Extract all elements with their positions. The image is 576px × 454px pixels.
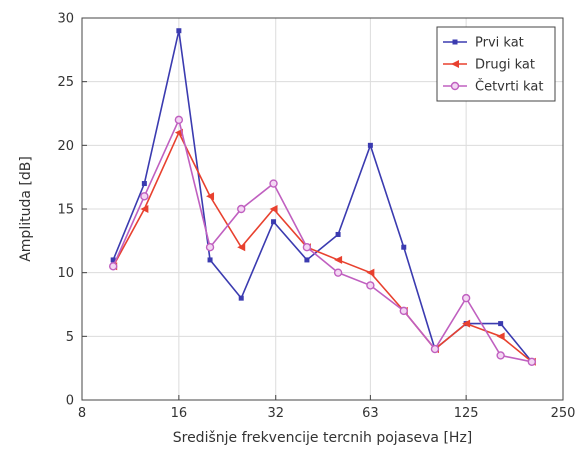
data-point xyxy=(401,244,407,250)
x-tick-label: 16 xyxy=(171,406,188,421)
data-point xyxy=(333,268,343,277)
data-point xyxy=(205,242,215,252)
data-point xyxy=(238,295,244,301)
data-point xyxy=(140,192,149,201)
x-tick-label: 8 xyxy=(78,406,86,421)
data-point xyxy=(176,28,182,34)
data-point xyxy=(271,219,277,225)
x-tick-label: 63 xyxy=(362,406,379,421)
legend-label: Drugi kat xyxy=(475,58,535,73)
data-point xyxy=(367,142,373,148)
data-point xyxy=(237,243,246,252)
data-point xyxy=(269,205,278,213)
y-tick-label: 15 xyxy=(57,203,74,218)
y-tick-label: 5 xyxy=(66,330,74,345)
data-point xyxy=(335,231,341,237)
x-tick-label: 125 xyxy=(454,406,479,421)
legend-marker xyxy=(450,81,460,91)
y-tick-label: 10 xyxy=(57,266,74,281)
data-point xyxy=(206,192,215,201)
legend-item: Drugi kat xyxy=(443,58,535,73)
data-point xyxy=(430,344,440,354)
data-point xyxy=(304,257,310,263)
data-point xyxy=(302,242,312,252)
legend-label: Četvrti kat xyxy=(475,79,543,95)
data-point xyxy=(462,319,471,328)
axis-ticks: 8 16 32 63 125 250 0 5 10 15 20 25 30 xyxy=(57,12,575,422)
data-point xyxy=(141,181,147,187)
data-point xyxy=(399,306,408,316)
data-point xyxy=(496,351,505,360)
data-point xyxy=(334,255,343,264)
series-line xyxy=(112,117,532,363)
legend-label: Prvi kat xyxy=(475,36,524,51)
x-tick-label: 32 xyxy=(267,406,284,421)
data-point xyxy=(366,281,375,290)
data-point xyxy=(237,204,246,214)
legend-item: Četvrti kat xyxy=(443,79,543,95)
data-point xyxy=(269,179,278,188)
y-axis-label: Amplituda [dB] xyxy=(18,156,34,262)
series-lines xyxy=(108,28,537,366)
legend-marker xyxy=(452,39,458,45)
data-point xyxy=(527,357,537,366)
y-tick-label: 25 xyxy=(57,75,74,90)
data-point xyxy=(110,257,116,263)
data-point xyxy=(496,332,505,341)
data-point xyxy=(140,205,149,213)
data-point xyxy=(207,257,213,263)
x-axis-label: Središnje frekvencije tercnih pojaseva [… xyxy=(173,430,473,446)
data-point xyxy=(498,321,504,327)
data-point xyxy=(108,262,118,271)
x-tick-label: 250 xyxy=(551,406,576,421)
legend-marker xyxy=(451,60,459,68)
data-point xyxy=(174,115,184,125)
y-tick-label: 0 xyxy=(66,394,74,409)
y-tick-label: 30 xyxy=(57,12,74,27)
data-point xyxy=(461,293,471,303)
legend-item: Prvi kat xyxy=(443,36,524,51)
y-tick-label: 20 xyxy=(57,139,74,154)
series-3 xyxy=(108,115,537,366)
data-point xyxy=(366,268,375,277)
legend: Prvi kat Drugi kat Četvrti kat xyxy=(436,26,556,102)
